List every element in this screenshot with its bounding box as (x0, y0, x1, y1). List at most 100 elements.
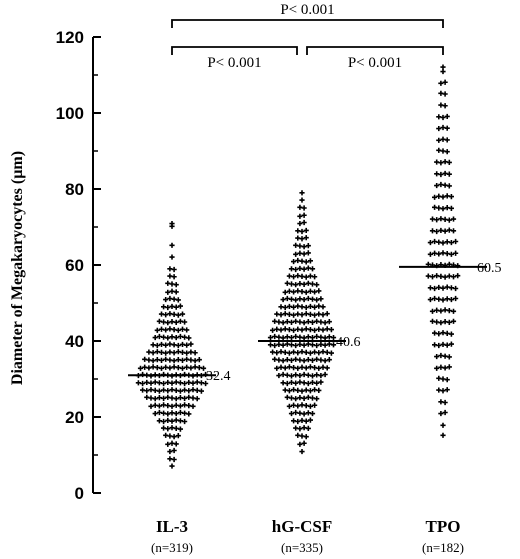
y-tick-label: 20 (65, 408, 84, 427)
data-point (330, 342, 337, 348)
data-point (288, 410, 295, 417)
y-tick-label: 40 (65, 332, 84, 351)
data-point (291, 289, 297, 295)
data-point (436, 251, 442, 257)
data-point (175, 327, 181, 333)
data-point (303, 274, 309, 280)
data-point (448, 331, 454, 337)
data-point (295, 403, 301, 409)
data-point (167, 365, 173, 371)
sample-size-label: (n=335) (281, 540, 323, 555)
data-point (434, 228, 440, 235)
data-point (322, 358, 328, 364)
data-point (280, 296, 286, 303)
category-labels: IL-3 (n=319) hG-CSF (n=335) TPO (n=182) (151, 517, 464, 555)
data-point (301, 244, 307, 250)
significance-bracket (306, 46, 444, 55)
data-point (272, 342, 278, 349)
data-point (436, 342, 442, 349)
data-point (188, 365, 194, 371)
data-point (146, 365, 152, 371)
data-point (322, 371, 328, 378)
data-point (312, 327, 318, 333)
data-point (440, 240, 446, 246)
data-point (455, 273, 461, 279)
data-point (163, 350, 169, 356)
data-point (326, 357, 332, 363)
data-point (440, 297, 446, 303)
data-point (186, 411, 192, 417)
data-point (440, 206, 446, 212)
data-point (163, 312, 169, 318)
data-point (432, 285, 438, 292)
data-point (165, 320, 171, 326)
data-point (453, 295, 459, 302)
data-point (203, 380, 209, 387)
data-point (175, 297, 181, 303)
data-point (150, 358, 156, 364)
data-point (299, 190, 305, 196)
data-point (305, 380, 311, 387)
data-point (148, 380, 154, 386)
data-point (184, 350, 190, 356)
data-point (148, 403, 154, 409)
data-point (173, 441, 179, 447)
category-label: TPO (426, 517, 461, 536)
data-point (173, 304, 179, 310)
data-point (179, 357, 186, 363)
data-point (161, 380, 167, 387)
data-point (297, 426, 303, 432)
data-point (282, 304, 288, 311)
data-point (301, 296, 307, 303)
data-point (177, 303, 183, 309)
data-point (440, 194, 446, 200)
data-point (295, 365, 301, 371)
data-point (175, 342, 181, 349)
data-point (448, 205, 454, 211)
data-point (144, 388, 150, 394)
data-point (320, 304, 326, 310)
data-point (305, 425, 311, 431)
data-point (293, 342, 299, 349)
data-point (169, 254, 175, 260)
data-point (305, 250, 311, 256)
data-point (448, 251, 454, 257)
data-point (427, 296, 433, 303)
data-point (444, 137, 450, 143)
data-point (171, 447, 177, 454)
sample-size-label: (n=182) (422, 540, 464, 555)
data-point (274, 365, 280, 371)
data-point (301, 219, 307, 226)
data-point (314, 282, 320, 288)
data-point (326, 319, 332, 325)
data-point (177, 388, 183, 394)
median-value-label: 32.4 (206, 369, 231, 384)
data-point (453, 238, 459, 245)
median-markers: 32.4 40.6 60.5 (128, 261, 502, 384)
data-point (291, 258, 297, 265)
data-point (278, 312, 284, 318)
data-point (448, 296, 454, 303)
data-point (442, 409, 448, 416)
data-point (450, 216, 457, 222)
data-point (303, 365, 309, 371)
data-point (440, 285, 446, 291)
data-point (169, 418, 175, 424)
data-point (429, 274, 436, 280)
data-point (190, 403, 196, 409)
data-point (434, 217, 440, 223)
y-axis: 0 20 40 60 80 100 120 (56, 28, 101, 503)
data-point (440, 114, 446, 121)
data-point (442, 365, 448, 371)
data-point (436, 125, 442, 132)
data-point (140, 380, 146, 387)
y-axis-label: Diameter of Megakaryocytes (µm) (9, 151, 26, 385)
data-point (444, 377, 450, 383)
data-point (299, 236, 305, 242)
data-point (309, 319, 316, 325)
data-point (163, 296, 169, 303)
data-point (186, 388, 192, 394)
data-points (135, 64, 461, 469)
data-point (301, 205, 307, 211)
y-tick-label: 120 (56, 28, 84, 47)
